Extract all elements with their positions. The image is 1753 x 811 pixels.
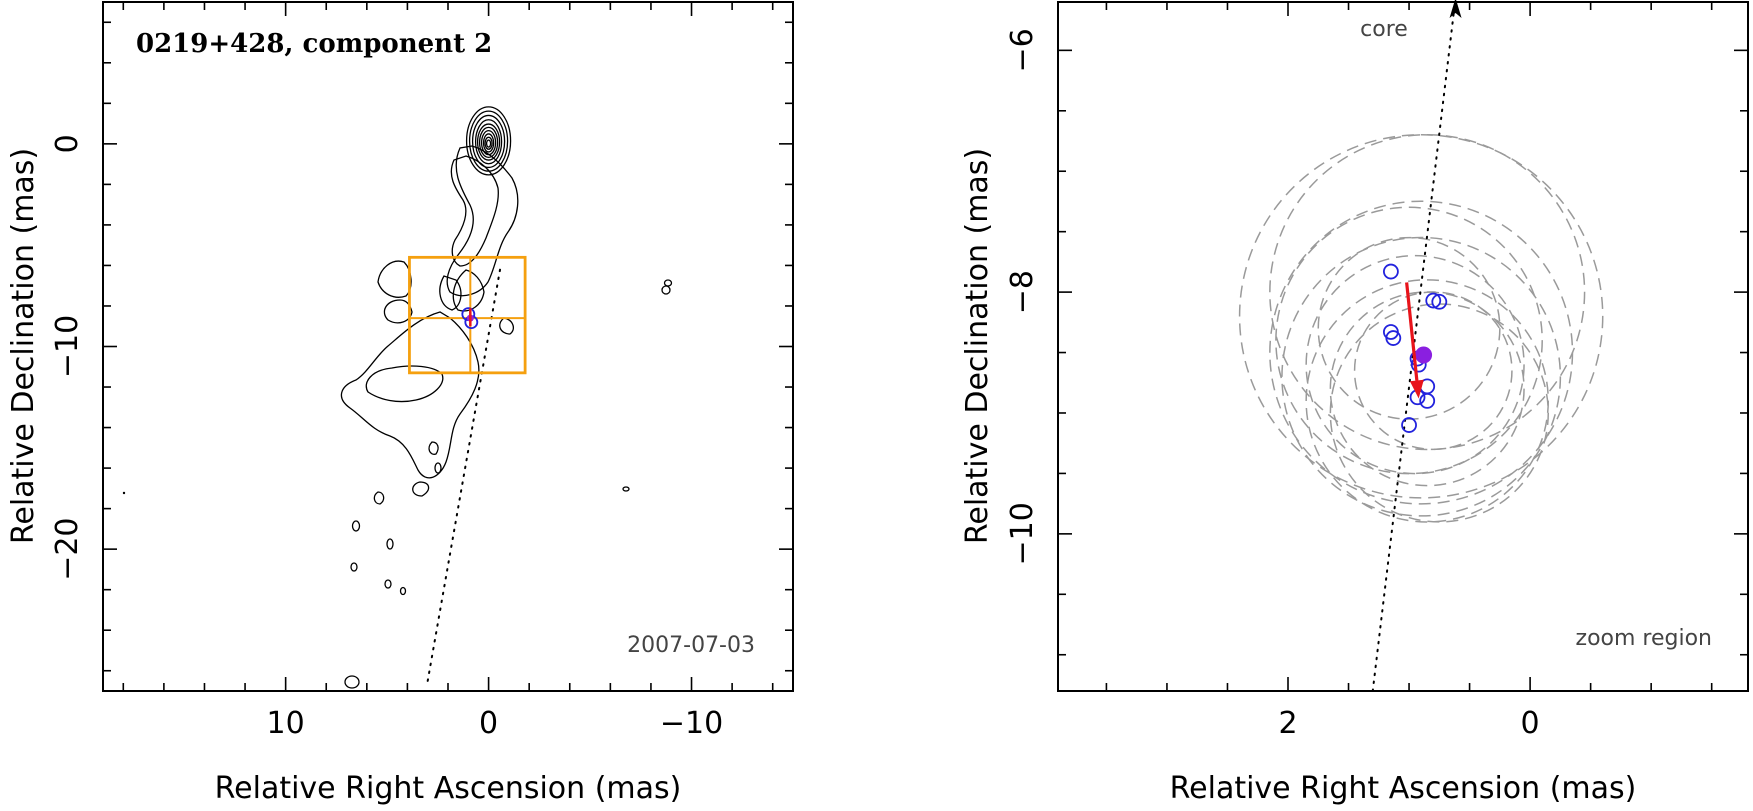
uncertainty-circle (1329, 303, 1550, 523)
jet-contour (450, 155, 499, 267)
right-y-axis-title: Relative Declination (mas) (960, 148, 995, 544)
epoch-position-marker (1401, 417, 1417, 433)
uncertainty-circle (1275, 206, 1543, 475)
right-y-tick-label: −6 (1005, 28, 1040, 72)
jet-contour (439, 275, 462, 311)
right-y-tick-label: −10 (1005, 502, 1040, 565)
edge-contour (344, 675, 360, 689)
left-plot-title: 0219+428, component 2 (136, 29, 492, 59)
jet-contour (412, 481, 430, 497)
left-y-tick-label: −20 (50, 517, 85, 580)
left-tick-labels: 10 0 −10 0 −10 −20 (50, 134, 723, 741)
jet-contour (428, 441, 439, 455)
right-panel: 2 0 −6 −8 −10 core zoom region Relative Righ… (960, 0, 1749, 806)
right-tick-labels: 2 0 −6 −8 −10 (1005, 28, 1540, 741)
jet-contour (446, 145, 519, 297)
jet-contour (383, 299, 413, 324)
left-axis-ticks (103, 2, 793, 691)
right-x-tick-label: 0 (1521, 706, 1540, 741)
core-contour (471, 114, 506, 169)
uncertainty-circle (1269, 133, 1586, 451)
epoch-position-marker (1419, 392, 1436, 409)
isolated-contour (386, 538, 394, 550)
core-label: core (1360, 17, 1408, 42)
right-markers (1371, 0, 1462, 692)
jet-contour (377, 260, 412, 298)
right-x-tick-label: 2 (1278, 706, 1297, 741)
core-contour (476, 123, 501, 161)
core-direction-arrowhead (1449, 0, 1462, 18)
zoom-region-box (408, 255, 527, 375)
isolated-contour (384, 579, 392, 589)
uncertainty-circle (1281, 236, 1562, 517)
isolated-contour (350, 562, 358, 572)
zoom-region-label: zoom region (1576, 626, 1712, 651)
jet-contour (373, 491, 385, 505)
contour-dot (122, 491, 126, 495)
extended-jet-contour (340, 311, 480, 479)
right-y-tick-label: −8 (1005, 270, 1040, 314)
core-contour (484, 136, 493, 150)
left-contour-map (122, 106, 673, 689)
isolated-contour (434, 462, 442, 474)
epoch-position-marker (1425, 292, 1442, 309)
isolated-contour (663, 279, 673, 287)
left-y-tick-label: −10 (50, 315, 85, 378)
core-contour (474, 119, 503, 165)
left-plot-frame (102, 1, 794, 692)
uncertainty-circle (1353, 291, 1513, 451)
left-x-tick-label: 0 (479, 706, 498, 741)
uncertainty-circle (1317, 236, 1501, 420)
right-plot-frame (1057, 1, 1749, 692)
left-x-tick-label: −10 (660, 706, 723, 741)
left-trajectory-line (426, 264, 502, 682)
core-contour (478, 126, 499, 159)
velocity-vector-head (1409, 379, 1424, 399)
isolated-contour (399, 586, 407, 596)
left-markers (408, 255, 527, 682)
epoch-position-marker (1382, 263, 1399, 280)
velocity-vector-shaft (1405, 282, 1419, 381)
left-x-axis-title: Relative Right Ascension (mas) (215, 771, 682, 806)
right-x-axis-title: Relative Right Ascension (mas) (1170, 771, 1637, 806)
isolated-contour (622, 486, 630, 492)
core-contour (465, 106, 512, 176)
jet-contour (365, 365, 444, 403)
core-contour (485, 139, 492, 148)
uncertainty-circle (1269, 200, 1574, 505)
uncertainty-circle (1305, 254, 1525, 475)
uncertainty-circle (1238, 133, 1604, 499)
epoch-position-marker (1385, 330, 1402, 346)
right-uncertainty-circles (1238, 133, 1604, 523)
mean-position-marker (1415, 346, 1433, 364)
jet-contour (499, 317, 515, 335)
core-contour (482, 133, 495, 153)
left-epoch-label: 2007-07-03 (627, 633, 755, 658)
right-axis-ticks (1058, 2, 1748, 691)
uncertainty-circle (1329, 291, 1525, 487)
right-trajectory-line (1371, 1, 1457, 692)
epoch-position-marker (1431, 293, 1448, 310)
jet-contour (452, 269, 485, 312)
left-x-tick-label: 10 (267, 706, 305, 741)
isolated-contour (351, 520, 361, 532)
left-y-tick-label: 0 (50, 134, 85, 153)
left-panel: 10 0 −10 0 −10 −20 0219+428, component 2 2007… (6, 1, 794, 806)
isolated-contour (661, 285, 671, 295)
left-y-axis-title: Relative Declination (mas) (6, 148, 41, 544)
